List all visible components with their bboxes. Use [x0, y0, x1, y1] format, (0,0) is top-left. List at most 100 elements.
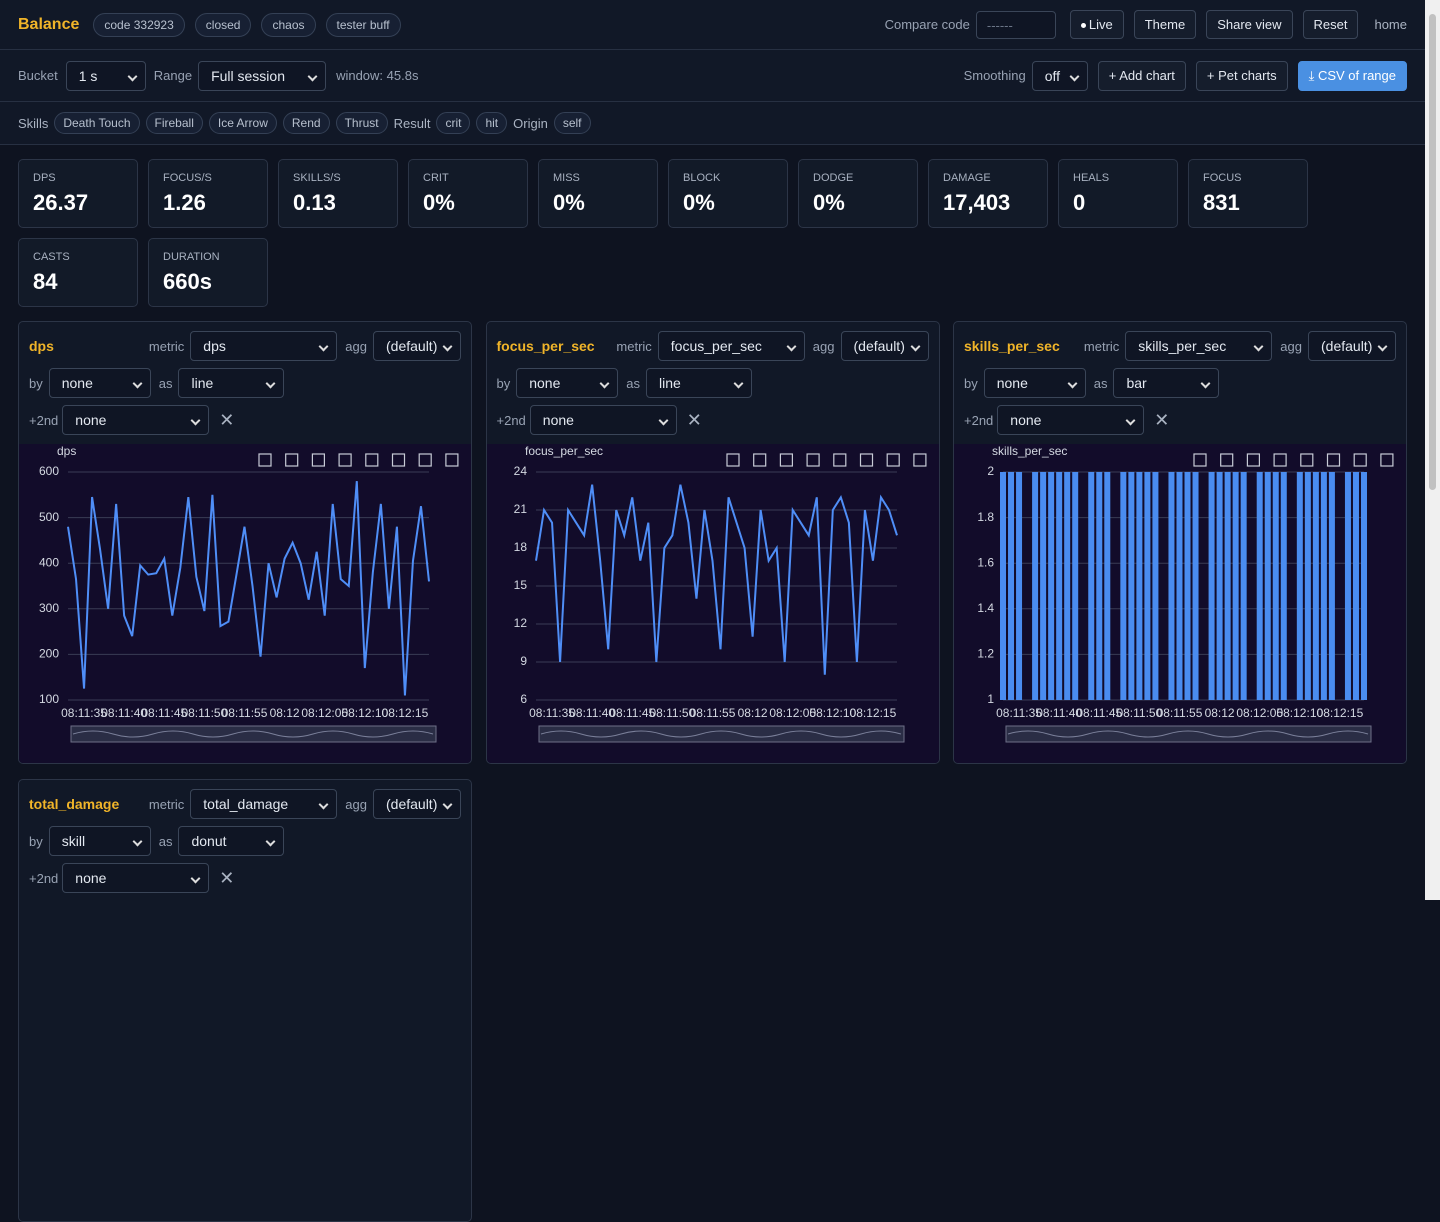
by-select[interactable]: skill	[48, 826, 151, 856]
toolbox-icon[interactable]	[338, 453, 352, 467]
toolbox-icon[interactable]	[1380, 453, 1394, 467]
filter-chip[interactable]: crit	[436, 112, 471, 134]
label: as	[158, 375, 173, 391]
bar	[1304, 472, 1311, 700]
bar	[1152, 472, 1159, 700]
second-select[interactable]: none	[997, 405, 1145, 435]
metric-select[interactable]: dps	[190, 331, 338, 361]
as-select[interactable]: line	[178, 368, 285, 398]
toolbox-icon[interactable]	[912, 453, 926, 467]
stat-card: FOCUS/S 1.26	[148, 159, 268, 228]
as-select[interactable]: donut	[178, 826, 285, 856]
by-select[interactable]: none	[983, 368, 1086, 398]
toolbox-icon[interactable]	[1193, 453, 1207, 467]
toolbox-icon[interactable]	[418, 453, 432, 467]
filter-chip[interactable]: Rend	[282, 112, 330, 134]
stat-card: DAMAGE 17,403	[928, 159, 1048, 228]
toolbox-icon[interactable]	[806, 453, 820, 467]
bar	[1016, 472, 1023, 700]
filter-chip[interactable]: Thrust	[335, 112, 388, 134]
home-link[interactable]: home	[1374, 17, 1407, 32]
button[interactable]: + Pet charts	[1195, 60, 1288, 91]
stat-value: 660s	[163, 269, 212, 294]
button[interactable]: Reset	[1302, 10, 1359, 39]
metric-select[interactable]: total_damage	[190, 789, 338, 819]
remove-button[interactable]: ✕	[219, 867, 235, 888]
toolbox-icon[interactable]	[1220, 453, 1234, 467]
y-tick-label: 300	[39, 601, 59, 615]
x-tick-label: 08:11:45	[1076, 706, 1122, 720]
y-tick-label: 500	[39, 510, 59, 524]
remove-button[interactable]: ✕	[219, 409, 235, 430]
button[interactable]: Share view	[1206, 10, 1293, 39]
x-tick-label: 08:11:55	[222, 706, 268, 720]
x-tick-label: 08:12:10	[809, 706, 856, 720]
toolbox-icon[interactable]	[258, 453, 272, 467]
bucket-select[interactable]: 1 s	[65, 60, 146, 91]
toolbox-icon[interactable]	[725, 453, 740, 467]
filter-chip[interactable]: Fireball	[145, 112, 203, 134]
toolbox-icon[interactable]	[445, 453, 459, 467]
filter-chip[interactable]: self	[553, 112, 591, 134]
x-tick-label: 08:11:45	[141, 706, 187, 720]
agg-select[interactable]: (default)	[1308, 331, 1396, 361]
button-label: Share view	[1217, 17, 1282, 32]
chip[interactable]: code 332923	[93, 12, 185, 37]
toolbar: Bucket 1 s Range Full session window: 45…	[0, 50, 1425, 102]
button[interactable]: ⤓ CSV of range	[1297, 60, 1407, 91]
stat-value: 0.13	[293, 190, 336, 215]
second-select[interactable]: none	[62, 863, 210, 893]
toolbox-icon[interactable]	[832, 453, 846, 467]
second-select[interactable]: none	[62, 405, 210, 435]
filter-chip[interactable]: hit	[476, 112, 508, 134]
second-select[interactable]: none	[529, 405, 677, 435]
button-row: + Add chart + Pet charts ⤓ CSV of range	[1088, 60, 1407, 91]
bar	[1256, 472, 1263, 700]
as-select[interactable]: bar	[1113, 368, 1220, 398]
metric-select[interactable]: focus_per_sec	[657, 331, 805, 361]
remove-button[interactable]: ✕	[1154, 409, 1170, 430]
window-text: window: 45.8s	[336, 68, 419, 83]
button[interactable]: Theme	[1133, 10, 1197, 39]
smoothing-select[interactable]: off	[1031, 60, 1088, 91]
button[interactable]: + Add chart	[1097, 60, 1186, 91]
agg-select[interactable]: (default)	[373, 789, 461, 819]
chip[interactable]: closed	[194, 12, 252, 37]
toolbox-icon[interactable]	[391, 453, 406, 467]
toolbox-icon[interactable]	[1273, 453, 1287, 467]
toolbox-icon[interactable]	[285, 453, 299, 467]
toolbox-icon[interactable]	[1353, 453, 1367, 467]
stat-card: DURATION 660s	[148, 238, 268, 307]
y-tick-label: 2	[987, 464, 994, 478]
range-select[interactable]: Full session	[198, 60, 327, 91]
filter-chip[interactable]: Ice Arrow	[208, 112, 277, 134]
toolbox-icon[interactable]	[752, 453, 766, 467]
agg-select[interactable]: (default)	[840, 331, 929, 361]
bar	[1192, 472, 1199, 700]
stat-value: 831	[1203, 190, 1240, 215]
scroll-thumb[interactable]	[1429, 14, 1436, 490]
toolbox-icon[interactable]	[859, 453, 873, 467]
remove-button[interactable]: ✕	[686, 409, 702, 430]
chip[interactable]: tester buff	[325, 12, 401, 37]
x-tick-label: 08:12	[737, 706, 767, 720]
toolbox-icon[interactable]	[311, 453, 325, 467]
chip[interactable]: chaos	[261, 12, 316, 37]
filter-chip[interactable]: Death Touch	[54, 112, 140, 134]
panel-row: +2nd none ✕	[29, 863, 234, 893]
toolbox-icon[interactable]	[1246, 453, 1260, 467]
toolbox-icon[interactable]	[1300, 453, 1314, 467]
by-select[interactable]: none	[48, 368, 151, 398]
by-select[interactable]: none	[516, 368, 619, 398]
compare-input[interactable]: ------	[975, 10, 1056, 39]
toolbox-icon[interactable]	[779, 453, 793, 467]
label: +2nd	[964, 412, 994, 428]
toolbox-icon[interactable]	[886, 453, 900, 467]
toolbox-icon[interactable]	[1326, 453, 1341, 467]
as-select[interactable]: line	[645, 368, 752, 398]
agg-select[interactable]: (default)	[373, 331, 461, 361]
y-tick-label: 1.4	[977, 601, 994, 615]
toolbox-icon[interactable]	[365, 453, 379, 467]
button[interactable]: Live	[1069, 10, 1124, 39]
metric-select[interactable]: skills_per_sec	[1125, 331, 1273, 361]
